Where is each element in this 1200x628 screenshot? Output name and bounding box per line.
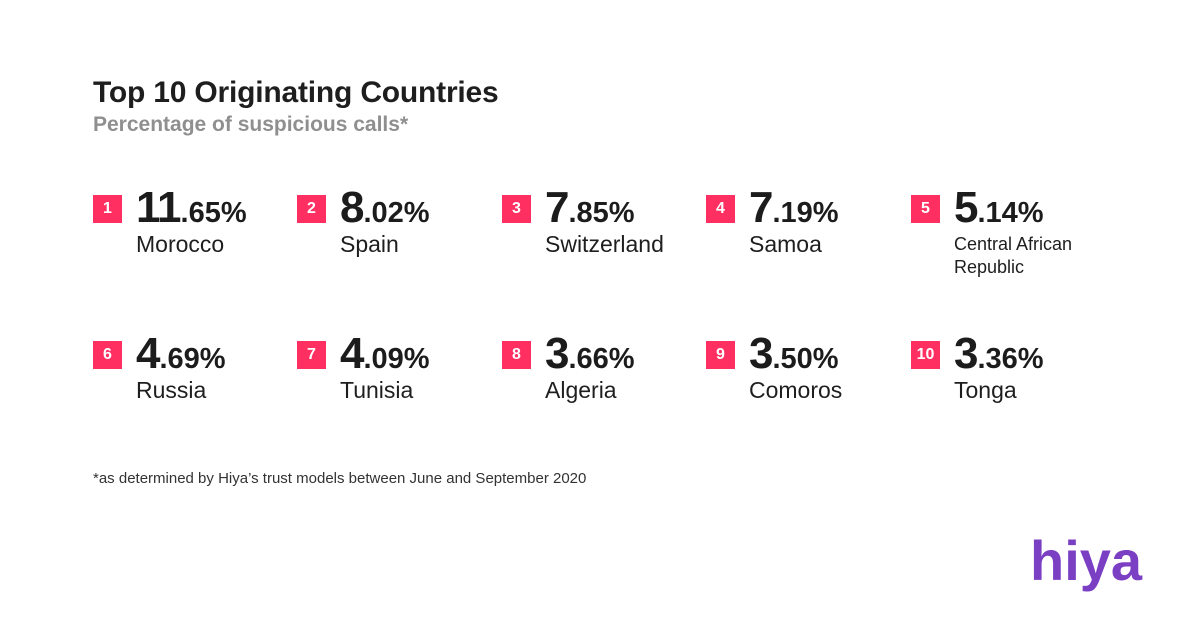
country-name: Tonga — [954, 377, 1017, 403]
footnote: *as determined by Hiya’s trust models be… — [93, 470, 587, 487]
rank-badge: 5 — [911, 195, 940, 223]
percentage-value: 3.50% — [749, 329, 839, 378]
chart-title: Top 10 Originating Countries — [93, 76, 499, 109]
logo-text: hiya — [1030, 529, 1143, 592]
rank-badge: 3 — [502, 195, 531, 223]
percentage-value: 8.02% — [340, 183, 430, 232]
percentage-value: 4.09% — [340, 329, 430, 378]
rank-badge: 1 — [93, 195, 122, 223]
country-name: Comoros — [749, 377, 843, 403]
country-name: Spain — [340, 231, 399, 257]
country-name: Samoa — [749, 231, 822, 257]
rank-badge: 9 — [706, 341, 735, 369]
rank-badge: 10 — [911, 341, 940, 369]
country-name: Tunisia — [340, 377, 414, 403]
percentage-value: 3.36% — [954, 329, 1044, 378]
hiya-logo: hiya — [1030, 529, 1143, 592]
rank-badge: 6 — [93, 341, 122, 369]
percentage-value: 3.66% — [545, 329, 635, 378]
country-name: Central African Republic — [954, 234, 1073, 277]
percentage-value: 7.19% — [749, 183, 839, 232]
chart-subtitle: Percentage of suspicious calls* — [93, 113, 409, 136]
rank-badge: 8 — [502, 341, 531, 369]
country-name: Russia — [136, 377, 207, 403]
rank-badge: 7 — [297, 341, 326, 369]
country-name: Morocco — [136, 231, 225, 257]
rank-badge: 4 — [706, 195, 735, 223]
country-name: Switzerland — [545, 231, 664, 257]
rank-badge: 2 — [297, 195, 326, 223]
percentage-value: 5.14% — [954, 183, 1044, 232]
percentage-value: 4.69% — [136, 329, 226, 378]
percentage-value: 7.85% — [545, 183, 635, 232]
percentage-value: 11.65% — [136, 183, 247, 232]
country-name: Algeria — [545, 377, 617, 403]
